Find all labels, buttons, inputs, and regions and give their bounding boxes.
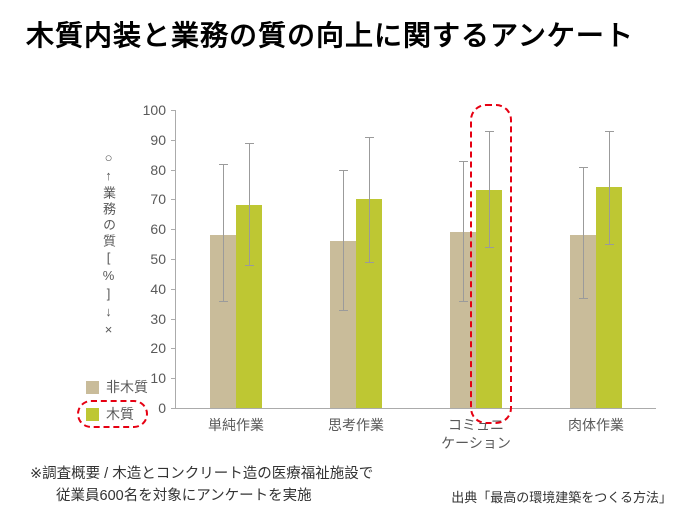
- error-bar-line: [343, 169, 344, 310]
- error-bar-cap: [219, 300, 228, 302]
- y-tick-mark: [171, 199, 176, 201]
- error-bar-cap: [459, 160, 468, 162]
- error-bar-line: [463, 160, 464, 301]
- y-tick-mark: [171, 229, 176, 231]
- error-bar-cap: [219, 163, 228, 165]
- x-category-label: 肉体作業: [568, 417, 624, 433]
- y-axis-label: ○↑業務の質[%]↓×: [101, 150, 116, 340]
- footnote-line1: ※調査概要 / 木造とコンクリート造の医療福祉施設で: [30, 466, 374, 482]
- legend-highlight-oval: 木質: [77, 400, 148, 428]
- y-tick-mark: [171, 348, 176, 350]
- y-tick-label: 0: [158, 400, 166, 416]
- y-tick-label: 60: [150, 221, 166, 238]
- error-bar-line: [609, 130, 610, 245]
- highlight-box: [470, 104, 512, 424]
- x-category-label: 単純作業: [208, 417, 264, 433]
- legend-item-wood: 木質: [86, 404, 134, 424]
- error-bar-cap: [365, 261, 374, 263]
- error-bar-line: [249, 142, 250, 265]
- y-tick-label: 20: [150, 340, 166, 357]
- y-tick-label: 80: [150, 161, 166, 178]
- error-bar-cap: [605, 244, 614, 246]
- error-bar-cap: [339, 169, 348, 171]
- error-bar-cap: [245, 264, 254, 266]
- survey-footnote: ※調査概要 / 木造とコンクリート造の医療福祉施設で 従業員600名を対象にアン…: [30, 464, 373, 508]
- y-tick-mark: [171, 288, 176, 290]
- footnote-line2: 従業員600名を対象にアンケートを実施: [56, 487, 312, 504]
- error-bar-cap: [339, 309, 348, 311]
- x-category-label: 思考作業: [328, 417, 384, 433]
- error-bar-cap: [579, 166, 588, 168]
- y-tick-label: 40: [150, 280, 166, 297]
- legend-swatch-wood: [86, 407, 99, 421]
- legend-swatch-non-wood: [86, 380, 99, 394]
- y-tick-mark: [171, 259, 176, 260]
- y-tick-label: 30: [150, 310, 166, 327]
- error-bar-cap: [459, 300, 468, 302]
- y-tick-label: 70: [150, 191, 166, 208]
- plot-area: 0 10 20 30 40 50 60 70 80 90 100 単純作業 思考作業 コミュニ ケーション…: [143, 102, 656, 451]
- error-bar-cap: [579, 297, 588, 299]
- y-tick-mark: [171, 169, 176, 171]
- error-bar-cap: [365, 136, 374, 138]
- error-bar-line: [583, 166, 584, 298]
- y-tick-mark: [171, 110, 176, 111]
- error-bar-cap: [485, 247, 494, 249]
- y-tick-mark: [171, 318, 176, 320]
- legend: 非木質 木質: [77, 377, 148, 428]
- error-bar-line: [223, 163, 224, 301]
- y-tick-mark: [171, 408, 176, 409]
- y-tick-label: 50: [150, 251, 166, 267]
- source-citation: 出典「最高の環境建築をつくる方法」: [451, 490, 672, 505]
- y-tick-mark: [171, 139, 176, 141]
- error-bar-line: [369, 136, 370, 262]
- x-category-label: コミュニ ケーション: [441, 417, 511, 452]
- page-title: 木質内装と業務の質の向上に関するアンケート: [26, 20, 634, 51]
- legend-label-wood: 木質: [106, 406, 134, 422]
- y-tick-label: 100: [142, 102, 166, 118]
- legend-item-non-wood: 非木質: [86, 377, 148, 397]
- error-bar-line: [489, 130, 490, 248]
- y-tick-label: 10: [150, 370, 166, 387]
- y-tick-label: 90: [150, 131, 166, 148]
- error-bar-cap: [245, 142, 254, 144]
- legend-label-non-wood: 非木質: [106, 379, 148, 395]
- y-tick-mark: [171, 378, 176, 380]
- error-bar-cap: [485, 130, 494, 132]
- error-bar-cap: [605, 130, 614, 132]
